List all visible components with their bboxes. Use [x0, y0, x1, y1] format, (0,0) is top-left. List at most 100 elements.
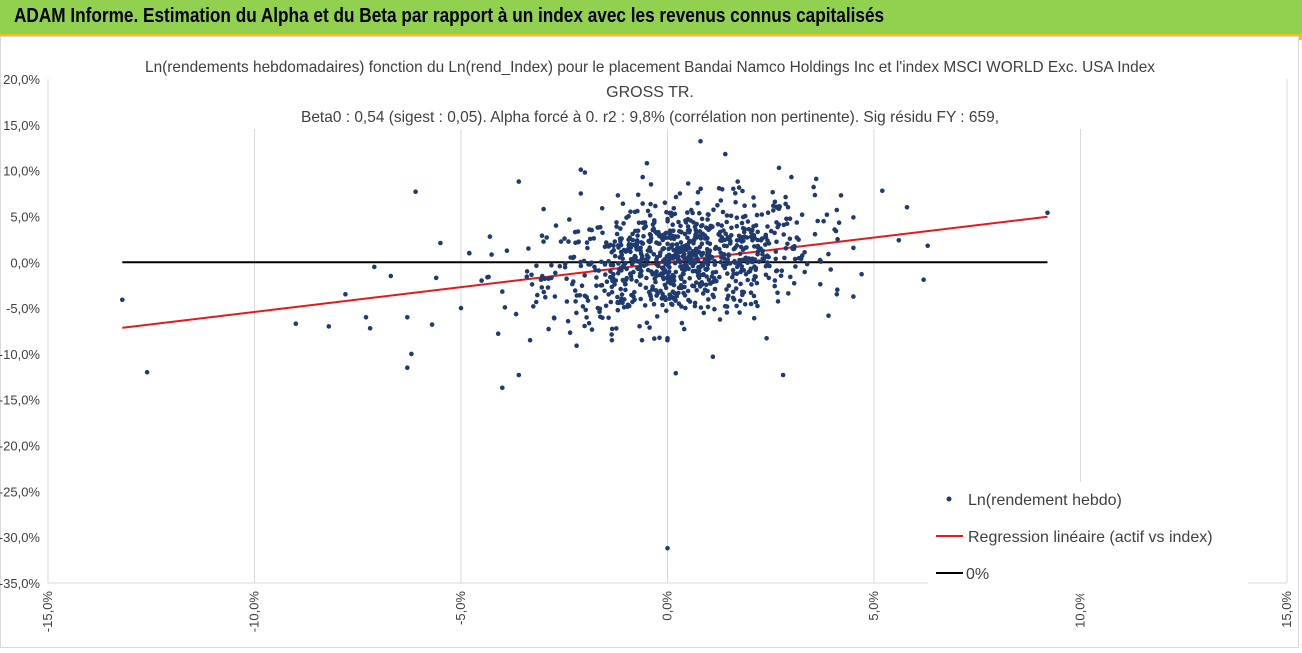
data-point [609, 284, 615, 290]
x-tick-label: -5,0% [453, 591, 468, 625]
data-point [433, 275, 439, 281]
data-point [766, 241, 772, 246]
y-tick-label: 20,0% [3, 72, 40, 87]
data-point [834, 207, 840, 213]
data-point [733, 245, 738, 251]
data-point [326, 324, 332, 329]
data-point [636, 220, 642, 226]
data-point [612, 253, 618, 259]
data-point [684, 242, 689, 248]
data-point [760, 251, 765, 257]
data-point [734, 215, 740, 220]
data-point [658, 250, 663, 255]
data-point [617, 236, 623, 241]
data-point [687, 250, 692, 256]
data-point [643, 285, 649, 291]
data-point [662, 200, 668, 205]
data-point [653, 203, 658, 209]
data-point [742, 302, 748, 307]
data-point [766, 275, 772, 281]
legend-label-regression: Regression linéaire (actif vs index) [968, 529, 1213, 546]
data-point [773, 249, 779, 254]
data-point [725, 271, 730, 276]
data-point [652, 336, 657, 341]
data-point [793, 264, 798, 269]
data-point [413, 189, 418, 194]
data-point [562, 264, 568, 270]
data-point [778, 273, 784, 279]
data-point [706, 297, 711, 302]
banner-corner-right [1299, 36, 1302, 40]
data-point [788, 274, 793, 280]
data-point [695, 190, 701, 195]
data-point [714, 278, 719, 284]
data-point [772, 199, 778, 205]
data-point [718, 250, 723, 256]
data-point [641, 234, 646, 239]
data-point [541, 239, 546, 244]
data-point [1045, 210, 1050, 216]
data-point [688, 238, 693, 244]
data-point [685, 235, 690, 241]
data-point [662, 295, 668, 300]
data-point [562, 236, 567, 241]
data-point [743, 256, 749, 262]
data-point [734, 271, 740, 276]
data-point [651, 271, 656, 276]
data-point [678, 223, 683, 229]
data-point [791, 246, 797, 251]
data-point [682, 251, 687, 257]
data-point [705, 217, 710, 222]
data-point [120, 297, 125, 303]
data-point [589, 327, 595, 332]
data-point [615, 193, 621, 198]
data-point [566, 239, 571, 244]
data-point [616, 245, 621, 250]
data-point [639, 254, 645, 259]
data-point [574, 310, 579, 316]
data-point [681, 290, 686, 296]
data-point [672, 211, 678, 217]
data-point [724, 310, 730, 315]
data-point [603, 303, 609, 309]
data-point [609, 332, 614, 337]
data-point [516, 372, 522, 378]
data-point [650, 227, 655, 233]
data-point [595, 305, 601, 311]
data-point [650, 284, 655, 289]
data-point [715, 203, 720, 208]
data-point [602, 244, 608, 250]
data-point [690, 283, 695, 288]
data-point [647, 325, 652, 330]
data-point [693, 227, 699, 233]
data-point [704, 267, 709, 272]
data-point [621, 221, 626, 226]
data-point [606, 292, 611, 297]
data-point [495, 331, 501, 337]
y-axis-ticks: 20,0% 15,0% 10,0% 5,0% 0,0% -5,0% -10,0% -15,0%… [0, 72, 40, 591]
data-point [606, 259, 611, 264]
data-point [546, 326, 551, 332]
data-point [785, 241, 790, 247]
data-point [602, 288, 607, 294]
data-point [625, 302, 631, 308]
data-point [698, 139, 703, 144]
data-point [731, 297, 737, 302]
data-point [598, 314, 603, 320]
data-point [644, 320, 650, 326]
data-point [673, 269, 679, 275]
data-point [669, 274, 675, 280]
data-point [828, 267, 833, 272]
data-point [748, 290, 754, 295]
data-point [683, 220, 689, 225]
data-point [784, 221, 790, 226]
data-point [638, 296, 643, 302]
data-point [516, 179, 522, 184]
data-point [600, 230, 605, 236]
data-point [618, 286, 623, 292]
data-point [485, 275, 490, 280]
data-point [574, 343, 579, 349]
data-point [701, 310, 707, 316]
y-tick-label: 15,0% [3, 118, 40, 133]
data-point [642, 303, 648, 308]
